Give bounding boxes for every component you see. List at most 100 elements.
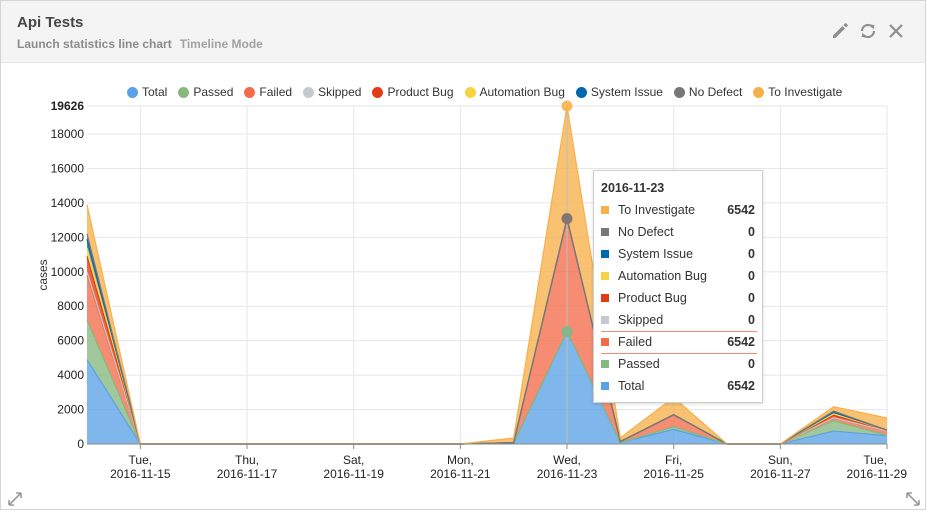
- tooltip-row-automation-bug: Automation Bug 0: [601, 266, 755, 286]
- pencil-icon[interactable]: [829, 20, 851, 42]
- legend-item-skipped[interactable]: Skipped: [303, 85, 361, 99]
- area-skipped: [87, 218, 887, 444]
- x-tick-label: 2016-11-19: [323, 467, 384, 481]
- y-tick-label: 8000: [57, 299, 84, 313]
- tooltip-series-name: Product Bug: [618, 291, 687, 305]
- legend-item-failed[interactable]: Failed: [244, 85, 292, 99]
- x-tick-label: 2016-11-23: [537, 467, 598, 481]
- refresh-icon[interactable]: [857, 20, 879, 42]
- tooltip-series-value: 0: [748, 313, 755, 327]
- x-tick-label: 2016-11-27: [750, 467, 811, 481]
- tooltip-square-icon: [601, 206, 609, 214]
- line-skipped: [86, 218, 888, 445]
- tooltip-row-total: Total 6542: [601, 376, 755, 396]
- y-tick-label: 19626: [51, 99, 85, 113]
- tooltip-series-name: Passed: [618, 357, 660, 371]
- tooltip-separator: [601, 353, 757, 354]
- legend-dot-icon: [127, 86, 138, 98]
- tooltip-square-icon: [601, 228, 609, 236]
- x-tick-label: 2016-11-17: [217, 467, 278, 481]
- x-tick-label: Sat,: [343, 453, 364, 467]
- tooltip-square-icon: [601, 294, 609, 302]
- chart-tooltip: 2016-11-23 To Investigate 6542 No Defect 0 S…: [593, 170, 763, 403]
- area-product-bug: [87, 218, 887, 444]
- tooltip-series-value: 0: [748, 357, 755, 371]
- legend-dot-icon: [303, 86, 315, 98]
- close-icon[interactable]: [885, 20, 907, 42]
- tooltip-series-value: 0: [748, 269, 755, 283]
- x-tick-label: Tue,: [863, 453, 887, 467]
- line-automation-bug: [86, 218, 888, 445]
- legend-item-passed[interactable]: Passed: [178, 85, 233, 99]
- tooltip-row-skipped: Skipped 0: [601, 310, 755, 330]
- legend-item-total[interactable]: Total: [127, 85, 167, 99]
- area-to-investigate: [87, 106, 887, 444]
- line-passed: [86, 319, 888, 445]
- legend-label: Passed: [193, 85, 234, 99]
- y-tick-label: 12000: [51, 230, 85, 244]
- area-no-defect: [87, 218, 887, 444]
- legend-dot-icon: [575, 86, 587, 98]
- legend-item-no-defect[interactable]: No Defect: [673, 85, 742, 99]
- legend-label: Automation Bug: [479, 85, 565, 99]
- tooltip-series-value: 6542: [727, 379, 755, 393]
- tooltip-square-icon: [601, 338, 609, 346]
- legend-label: Total: [142, 85, 168, 99]
- hover-point-to-investigate: [561, 100, 573, 112]
- x-tick-label: 2016-11-29: [847, 467, 908, 481]
- legend-dot-icon: [178, 86, 190, 98]
- tooltip-series-value: 6542: [727, 335, 755, 349]
- line-total: [86, 329, 888, 445]
- y-tick-label: 2000: [57, 403, 84, 417]
- legend-dot-icon: [753, 86, 765, 98]
- tooltip-row-product-bug: Product Bug 0: [601, 288, 755, 308]
- line-to-investigate: [86, 105, 888, 445]
- area-system-issue: [87, 218, 887, 444]
- legend-dot-icon: [673, 86, 685, 98]
- y-tick-label: 6000: [57, 334, 84, 348]
- y-tick-label: 10000: [51, 265, 85, 279]
- line-failed: [86, 218, 888, 445]
- tooltip-series-name: Automation Bug: [618, 269, 707, 283]
- y-tick-label: 4000: [57, 368, 84, 382]
- tooltip-square-icon: [601, 360, 609, 368]
- tooltip-series-value: 0: [748, 225, 755, 239]
- legend-item-system-issue[interactable]: System Issue: [575, 85, 663, 99]
- x-tick-label: 2016-11-15: [110, 467, 171, 481]
- tooltip-row-passed: Passed 0: [601, 354, 755, 374]
- tooltip-square-icon: [601, 250, 609, 258]
- y-axis-label: cases: [36, 259, 50, 290]
- legend-item-to-investigate[interactable]: To Investigate: [753, 85, 842, 99]
- tooltip-date: 2016-11-23: [601, 181, 665, 195]
- tooltip-series-name: System Issue: [618, 247, 694, 261]
- x-tick-label: 2016-11-25: [643, 467, 704, 481]
- resize-diagonal-icon[interactable]: [905, 491, 921, 507]
- chart-legend: Total Passed Failed Skipped Product Bug Autom…: [127, 83, 853, 101]
- tooltip-separator: [601, 331, 757, 332]
- x-tick-label: Wed,: [553, 453, 581, 467]
- hover-point-no-defect: [561, 213, 573, 225]
- tooltip-square-icon: [601, 382, 609, 390]
- tooltip-row-to-investigate: To Investigate 6542: [601, 200, 755, 220]
- x-tick-label: Thu,: [235, 453, 259, 467]
- tooltip-square-icon: [601, 316, 609, 324]
- tooltip-square-icon: [601, 272, 609, 280]
- legend-label: To Investigate: [768, 85, 843, 99]
- tooltip-series-name: Skipped: [618, 313, 664, 327]
- legend-item-product-bug[interactable]: Product Bug: [372, 85, 454, 99]
- tooltip-series-name: Failed: [618, 335, 653, 349]
- widget-subtitle: Launch statistics line chart Timeline Mod…: [17, 37, 263, 51]
- legend-label: System Issue: [590, 85, 663, 99]
- legend-dot-icon: [244, 86, 256, 98]
- y-tick-label: 18000: [51, 127, 85, 141]
- legend-item-automation-bug[interactable]: Automation Bug: [464, 85, 565, 99]
- line-no-defect: [86, 218, 888, 445]
- tooltip-series-name: No Defect: [618, 225, 674, 239]
- legend-dot-icon: [464, 86, 476, 98]
- y-tick-label: 16000: [51, 161, 85, 175]
- resize-diagonal-icon[interactable]: [7, 491, 23, 507]
- tooltip-series-value: 0: [748, 291, 755, 305]
- x-tick-label: Fri,: [665, 453, 682, 467]
